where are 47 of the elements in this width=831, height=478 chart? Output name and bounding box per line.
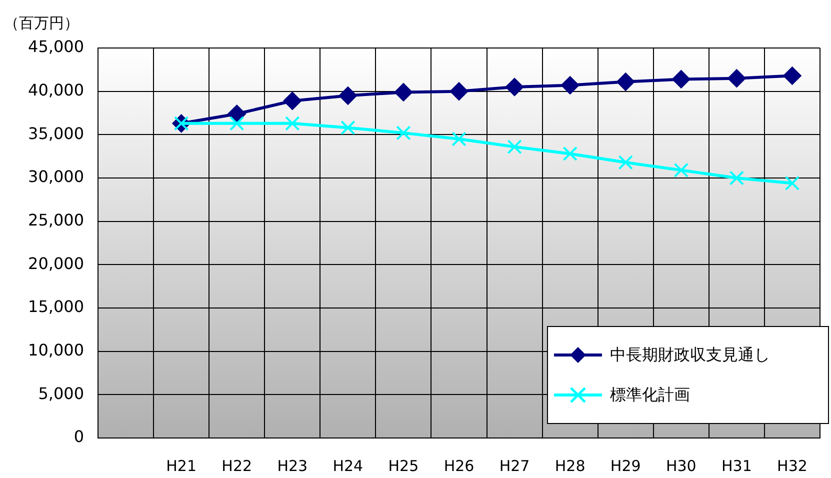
- point: [672, 70, 690, 88]
- point: [452, 132, 466, 146]
- x-tick-label: H23: [277, 456, 308, 475]
- point: [396, 126, 411, 140]
- point: [729, 170, 744, 186]
- point: [506, 78, 524, 96]
- point: [561, 76, 580, 94]
- legend-label: 中長期財政収支見通し: [610, 344, 770, 366]
- x-tick-label: H24: [332, 456, 364, 475]
- x-tick-label: H22: [222, 456, 252, 475]
- y-tick-label: 5,000: [38, 384, 84, 403]
- x-tick-label: H28: [554, 456, 586, 475]
- point: [674, 162, 689, 178]
- y-tick-label: 25,000: [28, 210, 84, 230]
- point: [285, 116, 300, 131]
- y-tick-label: 35,000: [28, 124, 84, 143]
- x-tick-label: H27: [499, 456, 530, 475]
- x-tick-label: H21: [166, 456, 196, 475]
- point: [616, 72, 635, 91]
- y-tick-label: 20,000: [28, 254, 84, 273]
- x-tick-label: H30: [666, 456, 696, 475]
- x-tick-label: H25: [388, 456, 419, 475]
- point: [450, 82, 468, 100]
- y-tick-label: 45,000: [28, 37, 84, 56]
- x-tick-label: H31: [722, 456, 752, 475]
- x-tick-label: H32: [777, 456, 808, 475]
- point: [229, 116, 244, 131]
- y-tick-label: 15,000: [28, 297, 84, 316]
- y-tick-label: 10,000: [28, 340, 84, 360]
- point: [507, 139, 522, 154]
- point: [283, 92, 302, 110]
- y-axis-title: （百万円）: [4, 14, 79, 33]
- y-tick-label: 40,000: [28, 80, 84, 100]
- point: [394, 83, 412, 102]
- x-tick-label: H26: [444, 456, 474, 475]
- point: [618, 155, 633, 170]
- point: [784, 176, 800, 191]
- point: [562, 146, 578, 162]
- point: [340, 120, 356, 136]
- y-tick-label: 0: [74, 427, 84, 446]
- point: [783, 66, 802, 85]
- point: [338, 86, 357, 105]
- point: [228, 104, 246, 123]
- point: [728, 69, 746, 88]
- x-tick-label: H29: [610, 456, 641, 475]
- y-tick-label: 30,000: [28, 167, 84, 186]
- legend-label: 標準化計画: [610, 384, 690, 406]
